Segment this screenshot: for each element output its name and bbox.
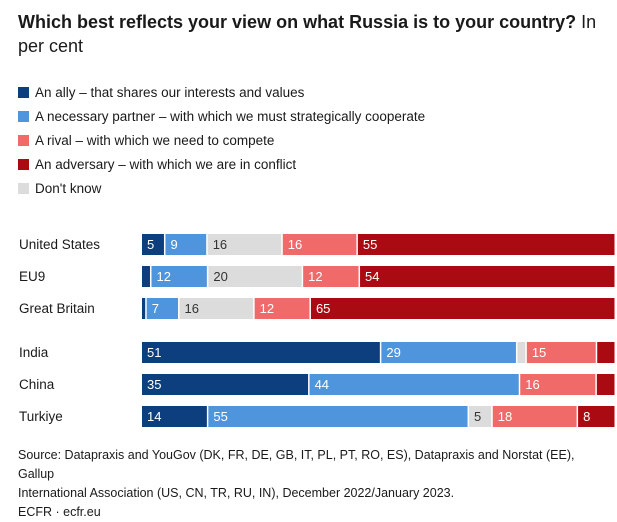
- bar-segment-ally: [142, 374, 309, 395]
- bar-segment-ally: [142, 342, 380, 363]
- legend-item-partner: A necessary partner – with which we must…: [18, 104, 425, 128]
- bar-segment-partner: [381, 342, 516, 363]
- bar-segment-adversary: [578, 406, 615, 427]
- category-label: Great Britain: [19, 301, 95, 316]
- bar-segment-rival: [520, 374, 596, 395]
- legend-swatch-ally: [18, 86, 29, 98]
- bar-segment-dont_know: [208, 266, 302, 287]
- data-label: 12: [260, 301, 274, 316]
- legend-swatch-partner: [18, 110, 29, 122]
- bar-segment-partner: [146, 298, 179, 319]
- bar-segment-dont_know: [517, 342, 526, 363]
- data-label: 12: [156, 269, 170, 284]
- data-label: 5: [474, 409, 481, 424]
- bar-segment-rival: [303, 266, 359, 287]
- category-label: United States: [19, 237, 100, 252]
- legend-swatch-adversary: [18, 158, 29, 170]
- source-note: Source: Datapraxis and YouGov (DK, FR, D…: [18, 446, 608, 522]
- chart-title-unit: In per cent: [18, 12, 597, 56]
- legend-label-rival: A rival – with which we need to compete: [35, 132, 275, 148]
- category-label: India: [19, 345, 49, 360]
- bar-segment-rival: [526, 342, 596, 363]
- data-label: 16: [525, 377, 539, 392]
- data-label: 51: [147, 345, 161, 360]
- legend-label-adversary: An adversary – with which we are in conf…: [35, 156, 297, 172]
- legend-label-ally: An ally – that shares our interests and …: [35, 84, 305, 100]
- data-label: 12: [308, 269, 322, 284]
- data-label: 54: [365, 269, 379, 284]
- bar-segment-partner: [165, 234, 207, 255]
- data-label: 5: [147, 237, 154, 252]
- legend-item-rival: A rival – with which we need to compete: [18, 128, 425, 152]
- bar-segment-ally: [142, 406, 207, 427]
- data-label: 8: [583, 409, 590, 424]
- bar-segment-rival: [254, 298, 310, 319]
- bar-segment-ally: [142, 266, 150, 287]
- data-label: 29: [386, 345, 400, 360]
- chart-title: Which best reflects your view on what Ru…: [18, 10, 608, 58]
- data-label: 15: [532, 345, 546, 360]
- bar-segment-partner: [309, 374, 519, 395]
- data-label: 9: [170, 237, 177, 252]
- bar-segment-adversary: [357, 234, 615, 255]
- data-label: 55: [363, 237, 377, 252]
- data-label: 65: [316, 301, 330, 316]
- legend-swatch-dont_know: [18, 182, 29, 194]
- category-label: China: [19, 377, 55, 392]
- bar-segment-rival: [282, 234, 357, 255]
- category-label: EU9: [19, 269, 45, 284]
- data-label: 35: [147, 377, 161, 392]
- bar-segment-dont_know: [179, 298, 254, 319]
- bar-segment-adversary: [596, 374, 615, 395]
- legend-item-ally: An ally – that shares our interests and …: [18, 80, 425, 104]
- bar-segment-adversary: [310, 298, 615, 319]
- data-label: 55: [213, 409, 227, 424]
- legend-item-dont_know: Don't know: [18, 176, 425, 200]
- bar-segment-ally: [142, 298, 146, 319]
- bar-segment-adversary: [360, 266, 615, 287]
- data-label: 7: [152, 301, 159, 316]
- stacked-bar-chart: United States 5 9 16 16 55 EU9 12 20 12 54 Great Br…: [19, 234, 615, 427]
- category-label: Turkiye: [19, 409, 63, 424]
- source-line-2: International Association (US, CN, TR, R…: [18, 486, 455, 500]
- data-label: 20: [213, 269, 227, 284]
- chart-title-bold: Which best reflects your view on what Ru…: [18, 12, 577, 32]
- bar-segment-ally: [142, 234, 164, 255]
- legend-label-partner: A necessary partner – with which we must…: [35, 108, 426, 124]
- data-label: 14: [147, 409, 161, 424]
- bar-segment-dont_know: [469, 406, 492, 427]
- data-label: 16: [185, 301, 199, 316]
- bar-segment-dont_know: [207, 234, 282, 255]
- chart-legend: An ally – that shares our interests and …: [18, 80, 425, 200]
- legend-swatch-rival: [18, 134, 29, 146]
- data-label: 18: [498, 409, 512, 424]
- data-label: 16: [288, 237, 302, 252]
- source-line-1: Source: Datapraxis and YouGov (DK, FR, D…: [18, 448, 575, 481]
- data-label: 16: [213, 237, 227, 252]
- source-credit: ECFR · ecfr.eu: [18, 505, 101, 519]
- data-label: 44: [315, 377, 329, 392]
- bar-segment-partner: [208, 406, 468, 427]
- legend-label-dont_know: Don't know: [35, 180, 102, 196]
- bar-segment-partner: [151, 266, 207, 287]
- legend-item-adversary: An adversary – with which we are in conf…: [18, 152, 425, 176]
- bar-segment-adversary: [597, 342, 615, 363]
- bar-segment-rival: [492, 406, 577, 427]
